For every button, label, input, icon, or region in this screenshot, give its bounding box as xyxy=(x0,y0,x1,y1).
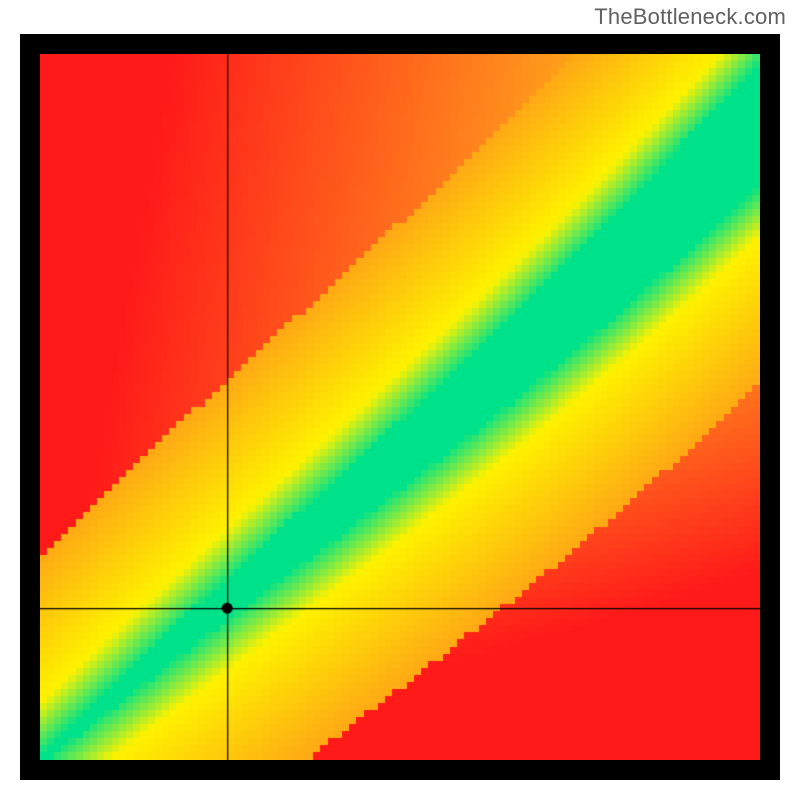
heatmap-frame xyxy=(20,34,780,780)
attribution-text: TheBottleneck.com xyxy=(594,4,786,30)
heatmap-canvas xyxy=(40,54,760,760)
